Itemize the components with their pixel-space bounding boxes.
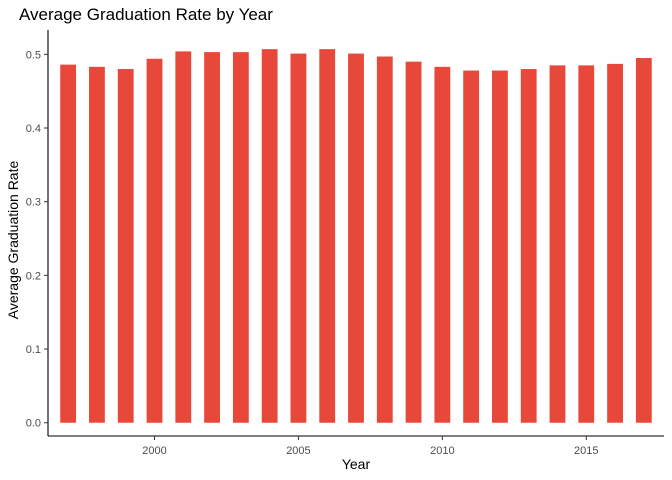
bar-2009: [405, 61, 422, 423]
y-tick-label: 0.2: [26, 270, 41, 282]
bar-2000: [146, 58, 163, 423]
bar-2004: [261, 49, 278, 423]
bar-1998: [89, 66, 105, 423]
bar-1999: [117, 69, 134, 423]
bar-2008: [376, 56, 393, 423]
x-tick-label: 2015: [574, 445, 598, 457]
bar-2014: [549, 65, 566, 423]
bar-2017: [635, 58, 652, 423]
x-tick-label: 2010: [430, 445, 454, 457]
y-tick-label: 0.1: [26, 344, 41, 356]
bar-2007: [348, 53, 364, 423]
bar-2011: [463, 70, 480, 423]
bar-2001: [175, 51, 192, 423]
chart-title: Average Graduation Rate by Year: [19, 5, 273, 24]
bar-2015: [578, 65, 595, 423]
bar-2005: [290, 53, 307, 423]
bar-1997: [60, 64, 77, 423]
bar-2013: [520, 69, 537, 423]
y-axis-label: Average Graduation Rate: [5, 161, 21, 320]
x-tick-label: 2005: [286, 445, 310, 457]
y-ticks-group: 0.0 0.1 0.2 0.3 0.4 0.5: [26, 49, 48, 430]
x-axis-label: Year: [342, 456, 371, 472]
bar-2006: [319, 49, 336, 423]
bars-group: [60, 49, 652, 423]
bar-2010: [434, 66, 451, 423]
bar-2003: [232, 52, 249, 423]
x-tick-label: 2000: [142, 445, 166, 457]
bar-2012: [492, 70, 508, 423]
y-tick-label: 0.0: [26, 418, 41, 430]
x-ticks-group: 2000 2005 2010 2015: [142, 436, 599, 457]
y-tick-label: 0.4: [26, 123, 41, 135]
bar-2016: [607, 63, 623, 423]
y-tick-label: 0.5: [26, 49, 41, 61]
bar-2002: [204, 52, 220, 423]
y-tick-label: 0.3: [26, 197, 41, 209]
